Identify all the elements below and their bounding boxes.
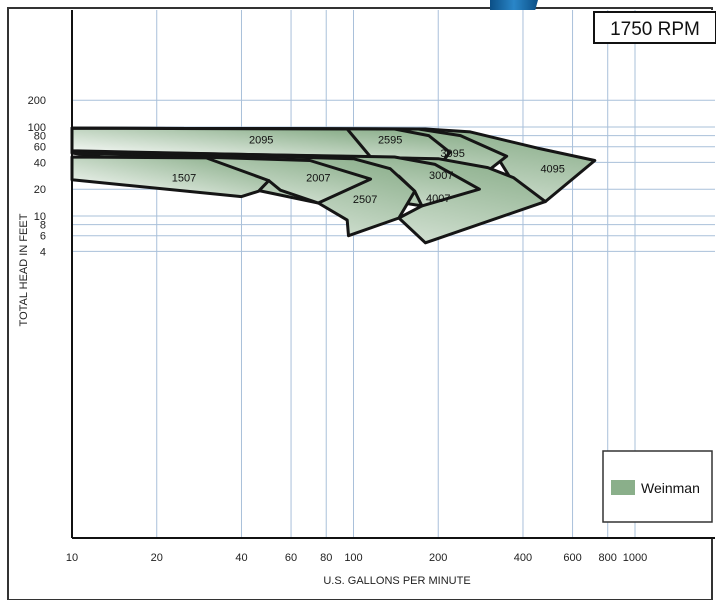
model-regions xyxy=(70,126,597,245)
model-labels: 4095 3095 2595 2095 4007 3007 2507 2007 1507 xyxy=(172,135,565,206)
y-tick-label: 8 xyxy=(40,220,46,232)
region-label-2007: 2007 xyxy=(306,173,330,185)
x-tick-label: 200 xyxy=(429,552,447,564)
x-tick-label: 400 xyxy=(514,552,532,564)
y-tick-label: 100 xyxy=(28,122,46,134)
x-tick-label: 600 xyxy=(563,552,581,564)
y-tick-label: 6 xyxy=(40,231,46,243)
region-label-2595: 2595 xyxy=(378,135,402,147)
region-label-3007: 3007 xyxy=(429,170,453,182)
x-tick-label: 1000 xyxy=(623,552,647,564)
y-tick-label: 80 xyxy=(34,131,46,143)
y-tick-label: 40 xyxy=(34,157,46,169)
x-tick-label: 800 xyxy=(599,552,617,564)
region-label-2507: 2507 xyxy=(353,194,377,206)
region-label-4007: 4007 xyxy=(426,193,450,205)
x-tick-labels: 10 20 40 60 80 100 200 400 600 800 1000 xyxy=(66,552,647,564)
region-label-4095: 4095 xyxy=(540,164,564,176)
x-tick-label: 10 xyxy=(66,552,78,564)
y-axis-title: TOTAL HEAD IN FEET xyxy=(18,213,30,326)
x-tick-label: 80 xyxy=(320,552,332,564)
region-label-1507: 1507 xyxy=(172,173,196,185)
region-label-3095: 3095 xyxy=(440,148,464,160)
x-tick-label: 40 xyxy=(235,552,247,564)
legend-label: Weinman xyxy=(641,480,700,496)
x-axis-title: U.S. GALLONS PER MINUTE xyxy=(323,575,470,587)
y-tick-label: 60 xyxy=(34,142,46,154)
y-tick-label: 10 xyxy=(34,211,46,223)
legend-box xyxy=(602,450,713,523)
y-tick-label: 200 xyxy=(28,95,46,107)
x-tick-label: 100 xyxy=(344,552,362,564)
y-tick-label: 20 xyxy=(34,184,46,196)
legend-swatch xyxy=(611,480,635,495)
x-tick-label: 20 xyxy=(151,552,163,564)
region-label-2095: 2095 xyxy=(249,135,273,147)
y-tick-label: 4 xyxy=(40,246,46,258)
rpm-label: 1750 RPM xyxy=(610,19,700,40)
rpm-box xyxy=(593,11,716,44)
x-tick-label: 60 xyxy=(285,552,297,564)
